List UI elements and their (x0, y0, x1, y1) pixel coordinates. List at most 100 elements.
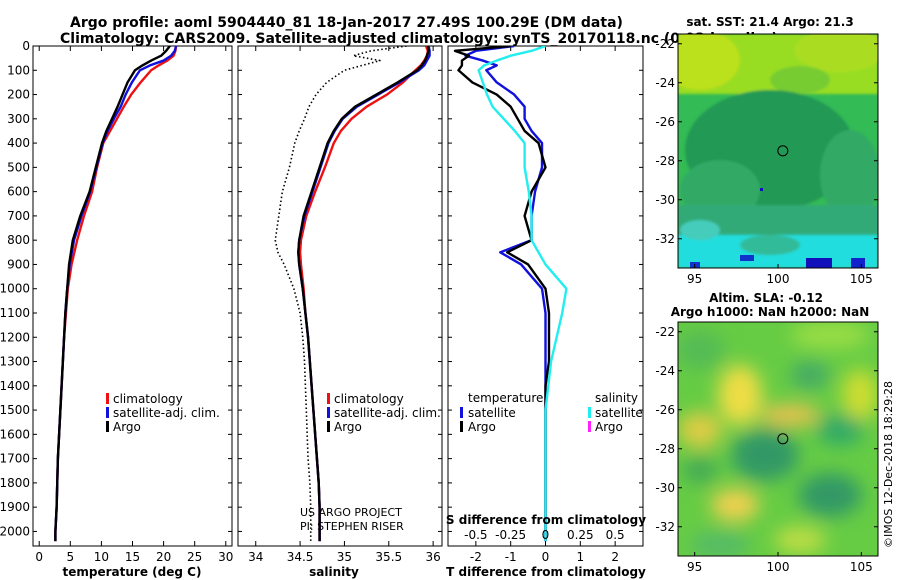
sst-map-ticks: -22 -24 -26 -28 -30 -32 95 100 105 (655, 37, 878, 286)
legend-swatch-t-argo (460, 421, 463, 432)
difference-lines (453, 46, 568, 542)
lat-tick-label: -26 (655, 403, 675, 417)
depth-tick-label: 1300 (0, 355, 30, 369)
x-tick-label: 10 (94, 550, 109, 564)
lat-tick-label: -22 (655, 325, 675, 339)
lat-tick-label: -30 (655, 481, 675, 495)
depth-tick-label: 1700 (0, 452, 30, 466)
lon-tick-label: 105 (850, 560, 873, 574)
depth-tick-label: 0 (22, 39, 30, 53)
s-difference-label: S difference from climatology (446, 513, 646, 527)
series-line-climatology (298, 46, 430, 542)
lat-tick-label: -32 (655, 232, 675, 246)
x-tick-label: 20 (156, 550, 171, 564)
depth-axis-labels: 0 100 200 300 400 500 600 700 800 900 1000 1100 1200… (0, 39, 30, 538)
t-difference-xlabel: T difference from climatology (446, 565, 646, 579)
credit-pi: PI: STEPHEN RISER (300, 520, 404, 533)
lat-tick-label: -30 (655, 193, 675, 207)
s-tick-label: 0.25 (567, 528, 594, 542)
legend-label-climatology: climatology (334, 392, 404, 406)
legend-label-argo: Argo (113, 420, 141, 434)
lat-tick-label: -24 (655, 364, 675, 378)
depth-tick-label: 1000 (0, 282, 30, 296)
depth-tick-label: 1800 (0, 476, 30, 490)
x-tick-label: 1 (577, 550, 585, 564)
legend-swatch-argo (327, 421, 330, 432)
x-tick-label: 35 (337, 550, 352, 564)
lon-tick-label: 95 (687, 272, 702, 286)
float-position-marker-sst (777, 145, 789, 157)
s-tick-label: 0.5 (606, 528, 625, 542)
difference-panel: -2 -1 0 1 2 T difference from climatology S … (446, 45, 646, 579)
depth-tick-label: 800 (7, 233, 30, 247)
temperature-axes-frame (32, 45, 233, 547)
difference-legend: temperature satellite Argo salinity sate… (460, 391, 643, 434)
sla-map-title-1: Altim. SLA: -0.12 (709, 291, 823, 305)
x-tick-label: -2 (470, 550, 482, 564)
lon-tick-label: 95 (687, 560, 702, 574)
sst-map-title: sat. SST: 21.4 Argo: 21.3 (686, 15, 853, 29)
x-tick-label: 34.5 (287, 550, 314, 564)
s-tick-label: 0 (542, 528, 550, 542)
lat-tick-label: -28 (655, 442, 675, 456)
depth-tick-label: 600 (7, 185, 30, 199)
salinity-xlabel: salinity (309, 565, 359, 579)
figure-title-line-2: Climatology: CARS2009. Satellite-adjuste… (60, 31, 778, 47)
credit-project: US ARGO PROJECT (300, 506, 402, 519)
series-line-temperature-argo (453, 46, 551, 542)
float-position-marker-sla (777, 433, 789, 445)
x-tick-label: 25 (187, 550, 202, 564)
lat-tick-label: -22 (655, 37, 675, 51)
salinity-panel: 34 34.5 35 35.5 36 salinity climatology sate… (237, 45, 443, 579)
salinity-axes-frame (237, 45, 443, 547)
depth-tick-label: 1900 (0, 500, 30, 514)
x-tick-label: 0 (542, 550, 550, 564)
sst-map-panel: sat. SST: 21.4 Argo: 21.3 (655, 15, 879, 286)
x-tick-label: 2 (611, 550, 619, 564)
legend-swatch-s-argo (588, 421, 591, 432)
x-tick-label: 30 (218, 550, 233, 564)
figure-title-line-1: Argo profile: aoml 5904440_81 18-Jan-201… (70, 15, 623, 31)
s-tick-label: -0.25 (495, 528, 526, 542)
temperature-lines (54, 46, 178, 542)
sla-map-title-2: Argo h1000: NaN h2000: NaN (671, 305, 870, 319)
temperature-ticks: 0 5 10 15 20 25 30 (33, 45, 233, 564)
legend-header-salinity: salinity (595, 391, 638, 405)
depth-tick-label: 1200 (0, 330, 30, 344)
series-line-argo (297, 46, 430, 542)
x-tick-label: 0 (35, 550, 43, 564)
temperature-legend: climatology satellite-adj. clim. Argo (106, 392, 220, 434)
salinity-ticks: 34 34.5 35 35.5 36 (238, 45, 442, 564)
x-tick-label: 15 (125, 550, 140, 564)
x-tick-label: 5 (66, 550, 74, 564)
difference-ticks: -2 -1 0 1 2 (448, 45, 643, 564)
legend-header-temperature: temperature (468, 391, 543, 405)
x-tick-label: 34 (248, 550, 263, 564)
legend-label-t-satellite: satellite (468, 406, 516, 420)
lon-tick-label: 100 (767, 560, 790, 574)
salinity-legend: climatology satellite-adj. clim. Argo (327, 392, 441, 434)
legend-label-s-argo: Argo (595, 420, 623, 434)
sla-map-ticks: -22 -24 -26 -28 -30 -32 95 100 105 (655, 325, 878, 574)
lat-tick-label: -24 (655, 76, 675, 90)
legend-swatch-climatology (327, 393, 330, 404)
sla-map-panel: Altim. SLA: -0.12 Argo h1000: NaN h2000:… (655, 291, 879, 574)
sst-map-image (678, 34, 878, 268)
depth-tick-label: 2000 (0, 524, 30, 538)
salinity-lines (274, 46, 431, 542)
legend-label-satellite-clim: satellite-adj. clim. (113, 406, 220, 420)
temperature-xlabel: temperature (deg C) (63, 565, 202, 579)
depth-tick-label: 1400 (0, 379, 30, 393)
legend-label-t-argo: Argo (468, 420, 496, 434)
legend-label-climatology: climatology (113, 392, 183, 406)
depth-tick-label: 900 (7, 257, 30, 271)
depth-tick-label: 500 (7, 160, 30, 174)
s-difference-ticks: -0.5 -0.25 0 0.25 0.5 (464, 528, 625, 542)
legend-swatch-argo (106, 421, 109, 432)
legend-swatch-t-satellite (460, 407, 463, 418)
depth-tick-label: 1100 (0, 306, 30, 320)
lon-tick-label: 105 (850, 272, 873, 286)
s-tick-label: -0.5 (464, 528, 487, 542)
x-tick-label: -1 (505, 550, 517, 564)
